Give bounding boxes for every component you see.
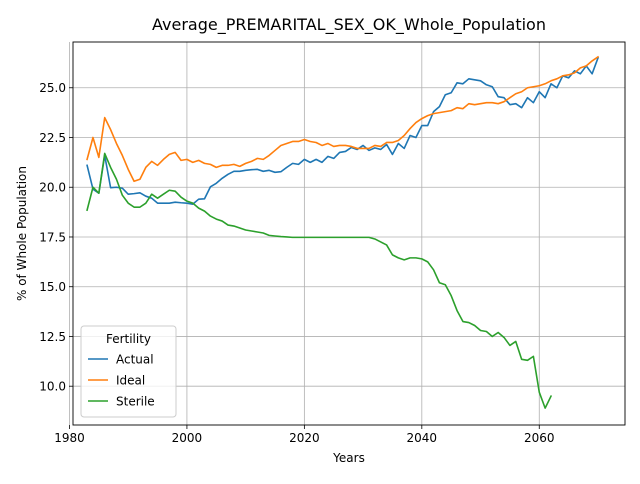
series-line-ideal — [86, 55, 600, 183]
legend-label-actual: Actual — [116, 352, 154, 366]
grid — [69, 42, 625, 425]
legend-title: Fertility — [106, 332, 151, 346]
series-line-sterile — [86, 152, 553, 409]
x-tick-label: 2020 — [289, 431, 320, 445]
series-line-actual — [86, 56, 600, 205]
x-tick-label: 2040 — [407, 431, 438, 445]
y-tick-label: 10.0 — [39, 380, 66, 394]
series-lines — [86, 55, 600, 409]
x-tick-label: 2000 — [172, 431, 203, 445]
chart-title: Average_PREMARITAL_SEX_OK_Whole_Populati… — [152, 15, 546, 35]
legend-label-ideal: Ideal — [116, 373, 145, 387]
x-axis-label: Years — [332, 451, 365, 465]
plot-frame — [72, 41, 626, 426]
y-tick-label: 20.0 — [39, 181, 66, 195]
y-tick-label: 17.5 — [39, 230, 66, 244]
legend-label-sterile: Sterile — [116, 394, 155, 408]
y-tick-label: 15.0 — [39, 280, 66, 294]
legend: Fertility Actual Ideal Sterile — [80, 325, 177, 418]
y-tick-label: 22.5 — [39, 131, 66, 145]
y-axis-label: % of Whole Population — [15, 166, 29, 301]
x-tick-label: 1980 — [54, 431, 85, 445]
y-tick-label: 25.0 — [39, 81, 66, 95]
legend-entries: Actual Ideal Sterile — [88, 352, 155, 408]
legend-box — [80, 325, 177, 418]
y-tick-label: 12.5 — [39, 330, 66, 344]
axis-ticks: 1980 2000 2020 2040 2060 10.0 12.5 15.0 17.5 20.0… — [39, 81, 554, 445]
x-tick-label: 2060 — [524, 431, 555, 445]
